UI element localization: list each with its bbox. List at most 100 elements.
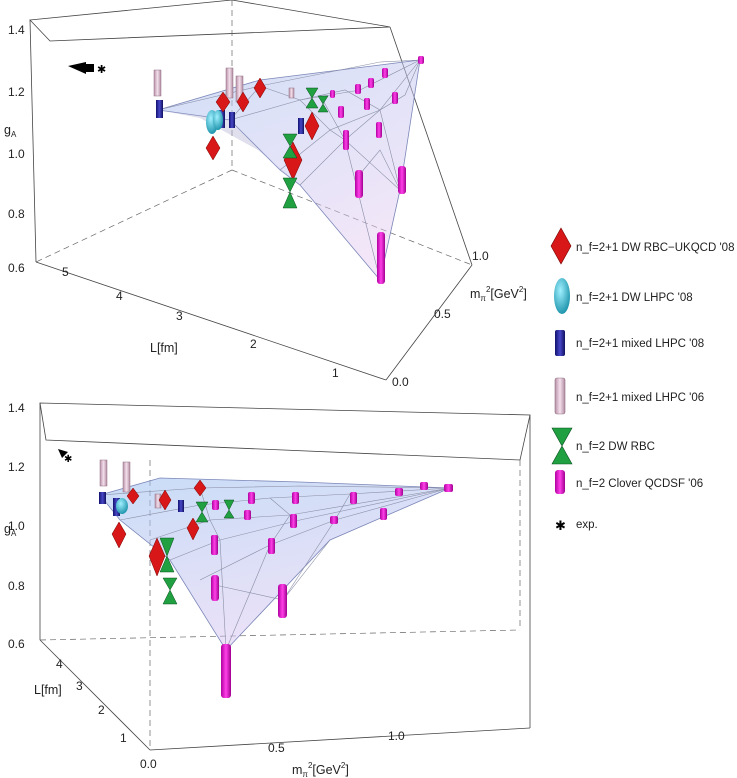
qcdsf-marker bbox=[290, 514, 297, 528]
qcdsf-marker bbox=[418, 56, 424, 64]
rbc-ukqcd-marker bbox=[111, 521, 127, 549]
z-tick: 1.2 bbox=[8, 85, 25, 99]
green-double-cone-icon bbox=[551, 427, 573, 465]
rbc-dw-marker bbox=[305, 87, 319, 109]
bottom-box-edge bbox=[149, 727, 531, 751]
lhpc08-mixed-marker bbox=[178, 500, 184, 512]
qcdsf-marker bbox=[330, 516, 338, 524]
qcdsf-marker bbox=[211, 575, 219, 601]
z-tick: 0.6 bbox=[8, 261, 25, 275]
qcdsf-marker bbox=[376, 122, 382, 138]
y-tick: 4 bbox=[116, 289, 123, 303]
x-tick: 0.0 bbox=[140, 757, 157, 771]
legend-entry-rbc-ukqcd: n_f=2+1 DW RBC−UKQCD '08 bbox=[550, 227, 734, 265]
qcdsf-marker bbox=[420, 482, 428, 490]
rbc-dw-marker bbox=[223, 499, 235, 519]
bottom-y-axis-label: L[fm] bbox=[34, 683, 62, 697]
lhpc08-mixed-marker bbox=[229, 112, 235, 128]
bottom-markers bbox=[99, 459, 453, 698]
y-tick: 5 bbox=[62, 265, 69, 279]
y-tick: 3 bbox=[176, 309, 183, 323]
asterisk-icon: ✱ bbox=[97, 63, 106, 76]
qcdsf-marker bbox=[368, 78, 374, 88]
rbc-ukqcd-marker bbox=[304, 111, 320, 141]
top-box-hidden-edge bbox=[35, 169, 233, 263]
qcdsf-marker bbox=[212, 500, 219, 510]
qcdsf-marker bbox=[392, 92, 398, 104]
lhpc06-marker bbox=[122, 461, 131, 493]
bottom-box-hidden-edge bbox=[39, 629, 521, 641]
rbc-ukqcd-marker bbox=[253, 77, 267, 99]
qcdsf-marker bbox=[211, 535, 218, 555]
qcdsf-marker bbox=[395, 488, 403, 496]
x-tick: 0.5 bbox=[268, 741, 285, 755]
x-tick: 0.5 bbox=[434, 307, 451, 321]
qcdsf-marker bbox=[398, 166, 406, 194]
y-tick: 2 bbox=[250, 337, 257, 351]
qcdsf-marker bbox=[355, 170, 363, 198]
top-z-axis-label: gA bbox=[4, 123, 17, 139]
qcdsf-marker bbox=[292, 492, 299, 504]
top-y-axis-label: L[fm] bbox=[150, 341, 178, 355]
legend-label: n_f=2+1 DW LHPC '08 bbox=[576, 292, 693, 304]
x-tick: 0.0 bbox=[392, 375, 409, 389]
top-box-edge bbox=[35, 261, 387, 381]
qcdsf-marker bbox=[343, 130, 349, 150]
lhpc06-marker bbox=[225, 67, 234, 99]
rbc-dw-marker bbox=[195, 501, 209, 523]
legend-label: exp. bbox=[576, 519, 598, 531]
legend-entry-qcdsf: n_f=2 Clover QCDSF '06 bbox=[555, 470, 703, 494]
legend-entry-lhpc-dw: n_f=2+1 DW LHPC '08 bbox=[554, 278, 693, 314]
z-tick: 0.6 bbox=[8, 637, 25, 651]
blue-cylinder-icon bbox=[555, 330, 565, 356]
rbc-ukqcd-marker bbox=[215, 91, 231, 113]
rbc-ukqcd-marker bbox=[236, 91, 250, 113]
top-markers bbox=[153, 56, 424, 284]
bottom-box-top-face bbox=[39, 402, 531, 461]
qcdsf-marker bbox=[382, 68, 388, 78]
legend-label: n_f=2+1 mixed LHPC '06 bbox=[576, 392, 704, 404]
bottom-box-edge bbox=[39, 639, 151, 751]
legend-label: n_f=2 Clover QCDSF '06 bbox=[576, 478, 703, 490]
legend-entry-lhpc-mixed-08: n_f=2+1 mixed LHPC '08 bbox=[555, 330, 704, 356]
y-tick: 1 bbox=[120, 731, 127, 745]
lhpc08-dw-marker bbox=[213, 110, 223, 130]
top-y-ticks: 5 4 3 2 1 bbox=[62, 265, 339, 380]
qcdsf-marker bbox=[221, 644, 231, 698]
legend-label: n_f=2 DW RBC bbox=[576, 441, 655, 453]
qcdsf-marker bbox=[380, 508, 387, 520]
rbc-dw-marker bbox=[317, 95, 329, 113]
z-tick: 1.2 bbox=[8, 460, 25, 474]
top-x-axis-label: mπ2[GeV2] bbox=[470, 285, 527, 303]
cyan-ellipsoid-icon bbox=[554, 278, 570, 314]
bottom-3d-plot: 1.4 1.2 1.0 0.8 0.6 gA 4 3 2 1 L[fm] 0.0… bbox=[4, 401, 531, 778]
qcdsf-marker bbox=[364, 98, 370, 110]
qcdsf-marker bbox=[330, 90, 335, 98]
lhpc08-dw-marker bbox=[116, 498, 128, 514]
rbc-ukqcd-marker bbox=[126, 487, 140, 505]
z-tick: 1.4 bbox=[8, 23, 25, 37]
rbc-ukqcd-marker bbox=[186, 517, 200, 541]
pink-cylinder-icon bbox=[554, 377, 566, 415]
bottom-x-axis-label: mπ2[GeV2] bbox=[292, 761, 349, 778]
top-3d-plot: 1.4 1.2 1.0 0.8 0.6 gA 5 4 3 2 1 L[fm] 0… bbox=[4, 0, 527, 389]
lhpc06-marker bbox=[288, 87, 295, 99]
red-diamond-icon bbox=[550, 227, 572, 265]
top-exp-arrow: ✱ bbox=[68, 62, 106, 76]
magenta-cylinder-icon bbox=[555, 470, 565, 494]
qcdsf-marker bbox=[377, 232, 385, 284]
qcdsf-marker bbox=[244, 510, 251, 520]
rbc-dw-marker bbox=[159, 537, 175, 573]
asterisk-icon: ✱ bbox=[64, 454, 72, 465]
rbc-ukqcd-marker bbox=[205, 135, 221, 161]
x-tick: 1.0 bbox=[472, 249, 489, 263]
bottom-y-ticks: 4 3 2 1 bbox=[56, 657, 127, 745]
rbc-ukqcd-marker bbox=[193, 479, 207, 497]
z-tick: 0.8 bbox=[8, 207, 25, 221]
lhpc06-marker bbox=[99, 459, 108, 487]
qcdsf-marker bbox=[444, 484, 453, 492]
rbc-dw-marker bbox=[282, 177, 298, 209]
y-tick: 2 bbox=[98, 703, 105, 717]
y-tick: 1 bbox=[332, 366, 339, 380]
asterisk-icon: ✱ bbox=[555, 519, 566, 534]
